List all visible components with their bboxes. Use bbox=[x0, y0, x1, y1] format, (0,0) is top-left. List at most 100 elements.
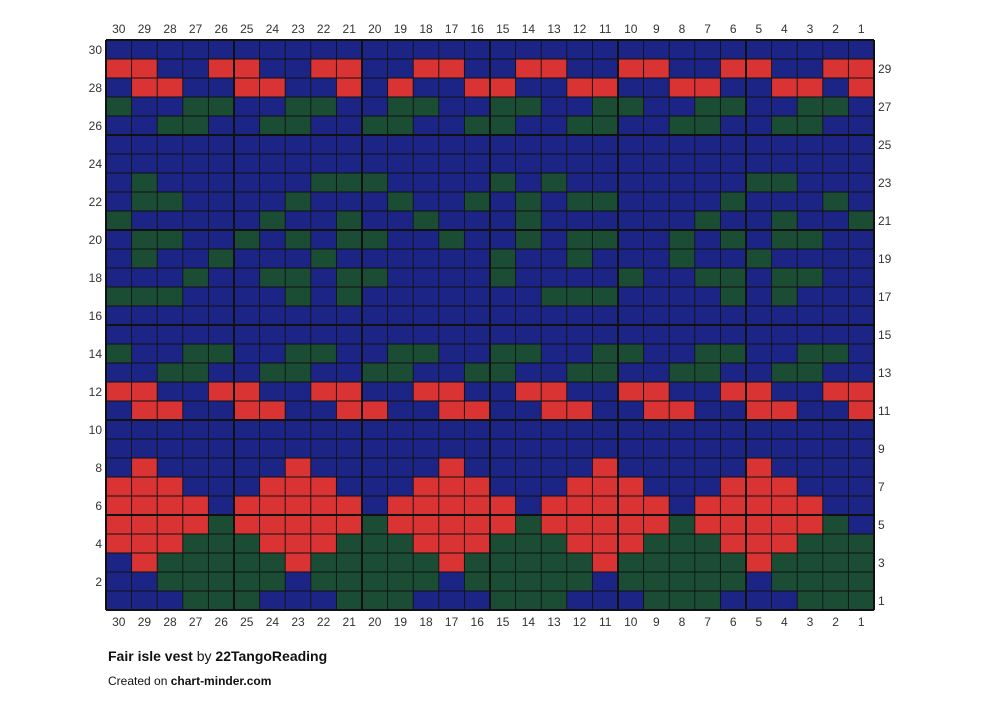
bottom-col-label-15: 15 bbox=[496, 615, 510, 629]
cell-r4-c23 bbox=[285, 534, 312, 554]
cell-r4-c16 bbox=[464, 534, 491, 554]
cell-r23-c7 bbox=[694, 173, 721, 193]
cell-r18-c18 bbox=[413, 268, 440, 288]
cell-r3-c20 bbox=[362, 553, 388, 573]
cell-r19-c7 bbox=[694, 249, 721, 269]
cell-r17-c7 bbox=[694, 287, 721, 307]
cell-r27-c4 bbox=[771, 97, 798, 117]
left-row-label-12: 12 bbox=[89, 385, 103, 399]
cell-r22-c8 bbox=[669, 192, 696, 212]
cell-r2-c15 bbox=[490, 572, 516, 592]
cell-r18-c9 bbox=[643, 268, 670, 288]
cell-r8-c28 bbox=[157, 458, 184, 478]
cell-r16-c11 bbox=[592, 306, 619, 326]
cell-r16-c14 bbox=[515, 306, 542, 326]
bottom-col-label-19: 19 bbox=[394, 615, 408, 629]
cell-r24-c1 bbox=[848, 154, 875, 174]
cell-r6-c30 bbox=[106, 496, 132, 516]
cell-r15-c21 bbox=[336, 325, 363, 345]
cell-r29-c17 bbox=[438, 59, 465, 79]
bottom-col-label-22: 22 bbox=[317, 615, 331, 629]
cell-r2-c10 bbox=[618, 572, 644, 592]
cell-r6-c6 bbox=[720, 496, 747, 516]
cell-r7-c15 bbox=[490, 477, 516, 497]
cell-r21-c12 bbox=[566, 211, 593, 231]
cell-r4-c11 bbox=[592, 534, 619, 554]
cell-r3-c15 bbox=[490, 553, 516, 573]
cell-r28-c21 bbox=[336, 78, 363, 98]
cell-r5-c15 bbox=[490, 515, 516, 535]
cell-r18-c14 bbox=[515, 268, 542, 288]
cell-r11-c25 bbox=[234, 401, 260, 421]
cell-r28-c8 bbox=[669, 78, 696, 98]
cell-r1-c30 bbox=[106, 591, 132, 611]
cell-r28-c28 bbox=[157, 78, 184, 98]
cell-r19-c27 bbox=[182, 249, 209, 269]
cell-r27-c11 bbox=[592, 97, 619, 117]
cell-r4-c25 bbox=[234, 534, 260, 554]
cell-r20-c22 bbox=[310, 230, 337, 250]
cell-r24-c14 bbox=[515, 154, 542, 174]
cell-r1-c29 bbox=[131, 591, 158, 611]
cell-r15-c19 bbox=[387, 325, 414, 345]
cell-r23-c17 bbox=[438, 173, 465, 193]
cell-r26-c7 bbox=[694, 116, 721, 136]
cell-r12-c18 bbox=[413, 382, 440, 402]
left-row-label-6: 6 bbox=[95, 499, 102, 513]
cell-r11-c3 bbox=[797, 401, 824, 421]
cell-r25-c2 bbox=[822, 135, 849, 155]
cell-r11-c8 bbox=[669, 401, 696, 421]
top-column-labels: 30 29 28 27 26 25 24 23 22 21 20 19 18 17 16 15 14 13 12 11… bbox=[112, 22, 865, 36]
cell-r9-c8 bbox=[669, 439, 696, 459]
cell-r28-c7 bbox=[694, 78, 721, 98]
left-row-label-28: 28 bbox=[89, 81, 103, 95]
bottom-col-label-2: 2 bbox=[832, 615, 839, 629]
cell-r28-c2 bbox=[822, 78, 849, 98]
cell-r1-c16 bbox=[464, 591, 491, 611]
cell-r27-c5 bbox=[746, 97, 772, 117]
cell-r5-c12 bbox=[566, 515, 593, 535]
cell-r6-c2 bbox=[822, 496, 849, 516]
cell-r22-c26 bbox=[208, 192, 235, 212]
cell-r2-c3 bbox=[797, 572, 824, 592]
cell-r29-c19 bbox=[387, 59, 414, 79]
cell-r3-c23 bbox=[285, 553, 312, 573]
cell-r19-c6 bbox=[720, 249, 747, 269]
cell-r7-c6 bbox=[720, 477, 747, 497]
cell-r25-c21 bbox=[336, 135, 363, 155]
cell-r26-c22 bbox=[310, 116, 337, 136]
cell-r7-c19 bbox=[387, 477, 414, 497]
left-row-label-22: 22 bbox=[89, 195, 103, 209]
cell-r4-c9 bbox=[643, 534, 670, 554]
cell-r20-c2 bbox=[822, 230, 849, 250]
cell-r2-c11 bbox=[592, 572, 619, 592]
cell-r18-c30 bbox=[106, 268, 132, 288]
cell-r6-c18 bbox=[413, 496, 440, 516]
cell-r11-c19 bbox=[387, 401, 414, 421]
cell-r18-c4 bbox=[771, 268, 798, 288]
cell-r26-c30 bbox=[106, 116, 132, 136]
cell-r3-c26 bbox=[208, 553, 235, 573]
cell-r4-c10 bbox=[618, 534, 644, 554]
cell-r7-c13 bbox=[541, 477, 568, 497]
cell-r28-c12 bbox=[566, 78, 593, 98]
cell-r14-c24 bbox=[259, 344, 286, 364]
cell-r26-c1 bbox=[848, 116, 875, 136]
cell-r19-c22 bbox=[310, 249, 337, 269]
cell-r4-c2 bbox=[822, 534, 849, 554]
cell-r24-c19 bbox=[387, 154, 414, 174]
right-row-label-27: 27 bbox=[878, 100, 892, 114]
cell-r13-c3 bbox=[797, 363, 824, 383]
cell-r12-c2 bbox=[822, 382, 849, 402]
cell-r15-c20 bbox=[362, 325, 388, 345]
cell-r6-c11 bbox=[592, 496, 619, 516]
cell-r6-c20 bbox=[362, 496, 388, 516]
cell-r3-c30 bbox=[106, 553, 132, 573]
cell-r16-c18 bbox=[413, 306, 440, 326]
cell-r24-c13 bbox=[541, 154, 568, 174]
cell-r15-c15 bbox=[490, 325, 516, 345]
cell-r6-c1 bbox=[848, 496, 875, 516]
cell-r15-c28 bbox=[157, 325, 184, 345]
cell-r2-c20 bbox=[362, 572, 388, 592]
cell-r14-c2 bbox=[822, 344, 849, 364]
